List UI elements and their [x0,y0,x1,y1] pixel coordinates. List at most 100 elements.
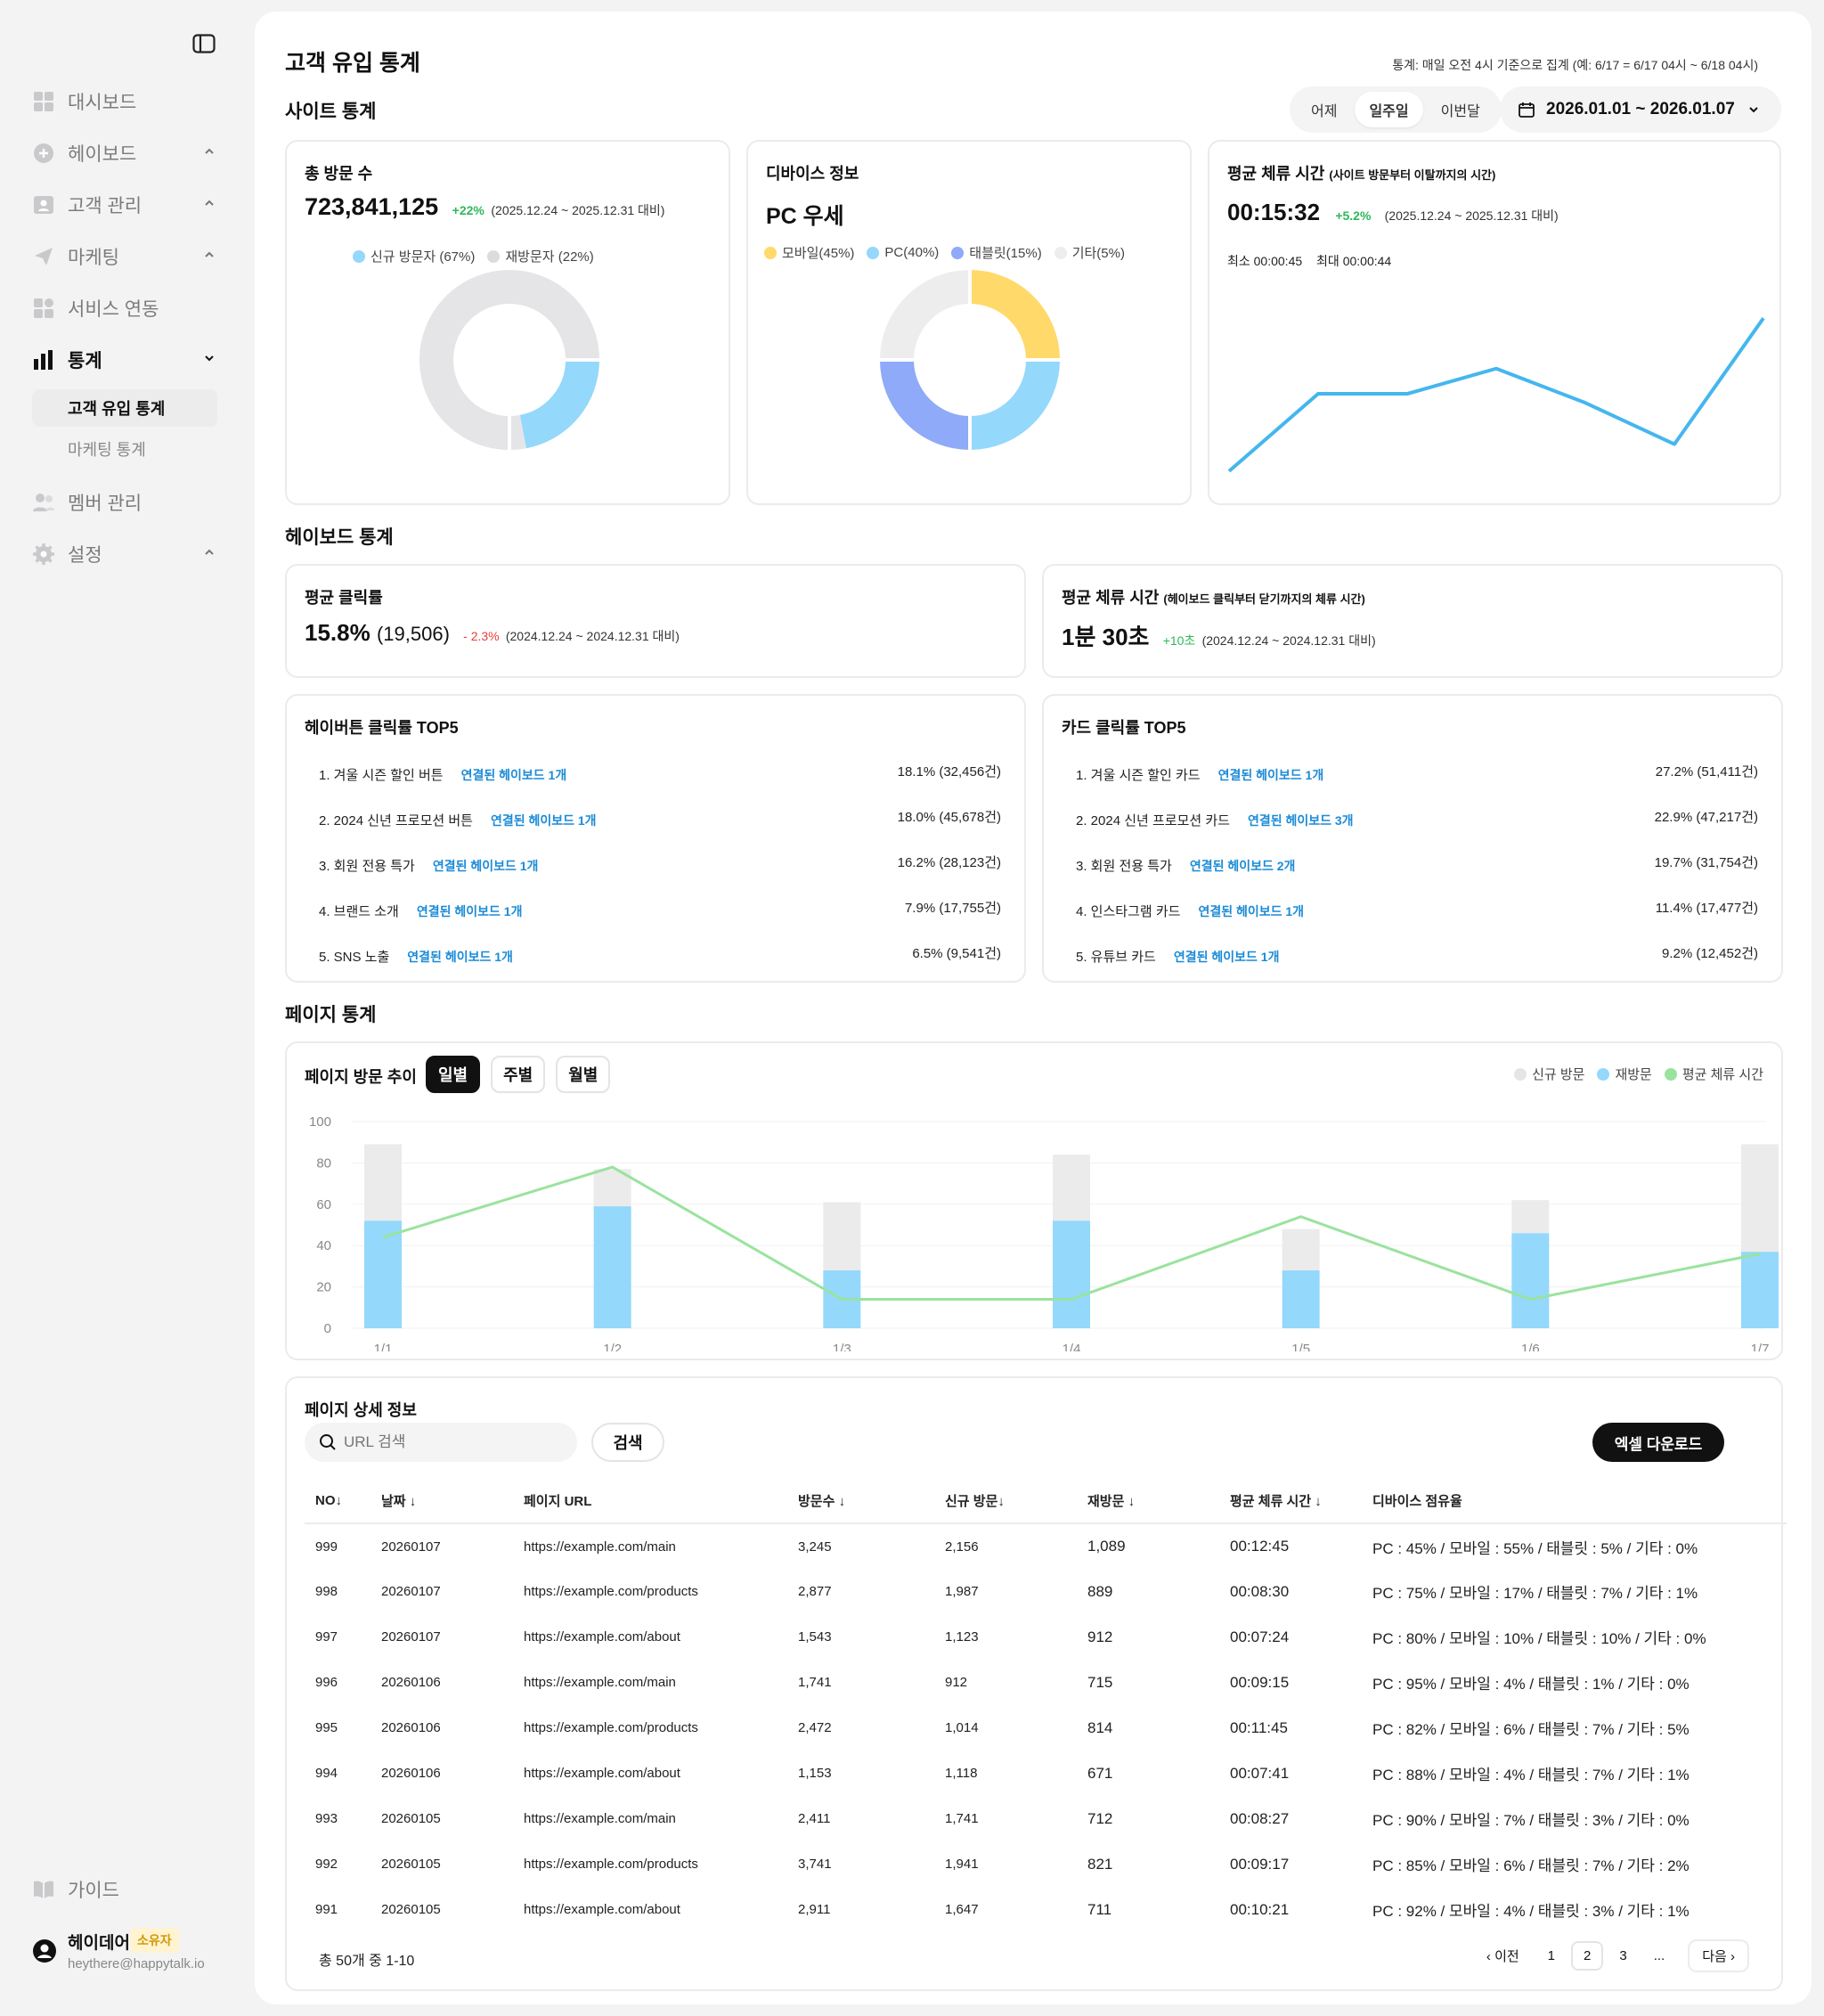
col-date[interactable]: 날짜 ↓ [381,1479,524,1524]
table-row[interactable]: 997 20260107 https://example.com/about 1,54… [305,1614,1787,1660]
sub-item-inflow-stats[interactable]: 고객 유입 통계 [32,389,217,427]
col-visits[interactable]: 방문수 ↓ [798,1479,945,1524]
chevron-down-icon[interactable] [203,352,216,364]
table-row[interactable]: 995 20260106 https://example.com/products 2… [305,1705,1787,1751]
table-row[interactable]: 999 20260107 https://example.com/main 3,245… [305,1523,1787,1569]
col-revisits[interactable]: 재방문 ↓ [1087,1479,1230,1524]
cell-avg-stay: 00:07:24 [1230,1628,1290,1645]
nav-item-guide[interactable]: 가이드 [32,1864,119,1915]
sidebar-toggle-icon[interactable] [192,34,216,53]
page-1-button[interactable]: 1 [1547,1948,1556,1963]
nav-item-integrations[interactable]: 서비스 연동 [32,282,219,334]
button-top5-title: 헤이버튼 클릭률 TOP5 [305,719,459,737]
gear-icon [33,543,54,565]
ctr-card: 평균 클릭률 15.8% (19,506) - 2.3% (2024.12.24… [285,564,1026,678]
table-row[interactable]: 994 20260106 https://example.com/about 1,15… [305,1751,1787,1796]
list-item[interactable]: 5. 유튜브 카드 연결된 헤이보드 1개 9.2% (12,452건) [1076,935,1758,980]
cell-url: https://example.com/main [524,1811,676,1826]
list-item[interactable]: 1. 겨울 시즌 할인 카드 연결된 헤이보드 1개 27.2% (51,411건) [1076,753,1758,798]
page-3-button[interactable]: 3 [1619,1948,1627,1963]
prev-page-button[interactable]: ‹ 이전 [1486,1949,1519,1964]
linked-heyboard-link[interactable]: 연결된 헤이보드 1개 [407,950,513,964]
chevron-up-icon[interactable] [203,197,216,209]
linked-heyboard-link[interactable]: 연결된 헤이보드 3개 [1247,813,1354,828]
linked-heyboard-link[interactable]: 연결된 헤이보드 1개 [416,904,523,918]
range-tab-week[interactable]: 일주일 [1355,92,1423,127]
nav-item-settings[interactable]: 설정 [32,528,219,580]
stay-time-card: 평균 체류 시간 (사이트 방문부터 이탈까지의 시간) 00:15:32 +5… [1208,140,1781,505]
cell-visits: 3,245 [798,1539,832,1555]
legend-item: 신규 방문 [1514,1065,1584,1083]
excel-download-button[interactable]: 엑셀 다운로드 [1592,1423,1724,1462]
linked-heyboard-link[interactable]: 연결된 헤이보드 1개 [1198,904,1305,918]
cell-device-share: PC : 80% / 모바일 : 10% / 태블릿 : 10% / 기타 : … [1372,1630,1706,1647]
cell-visits: 3,741 [798,1857,832,1872]
col-new-visits[interactable]: 신규 방문↓ [945,1479,1087,1524]
page-trend-chart: 100 80 60 40 20 0 1/1 1/2 1/3 1/4 1/5 1/6 1/7 [309,1114,1779,1351]
list-item[interactable]: 4. 브랜드 소개 연결된 헤이보드 1개 7.9% (17,755건) [319,889,1001,935]
range-tab-month[interactable]: 이번달 [1440,104,1480,119]
range-tab-yesterday[interactable]: 어제 [1311,104,1338,119]
date-range-picker[interactable]: 2026.01.01 ~ 2026.01.07 [1500,86,1781,133]
tab-daily[interactable]: 일별 [426,1056,481,1093]
search-button[interactable]: 검색 [591,1423,664,1462]
cell-revisits: 671 [1087,1764,1113,1782]
col-device-share: 디바이스 점유율 [1372,1479,1787,1524]
next-page-button[interactable]: 다음 › [1688,1939,1749,1972]
cell-url: https://example.com/about [524,1766,680,1781]
cell-no: 992 [315,1857,338,1872]
device-value: PC 우세 [766,204,844,229]
cell-device-share: PC : 82% / 모바일 : 6% / 태블릿 : 7% / 기타 : 5% [1372,1721,1690,1738]
chevron-up-icon[interactable] [203,249,216,261]
list-item[interactable]: 5. SNS 노출 연결된 헤이보드 1개 6.5% (9,541건) [319,935,1001,980]
next-label: 다음 [1702,1949,1727,1964]
stay-title-note: (사이트 방문부터 이탈까지의 시간) [1329,168,1496,182]
cell-avg-stay: 00:08:27 [1230,1809,1290,1827]
table-row[interactable]: 998 20260107 https://example.com/products 2… [305,1569,1787,1614]
linked-heyboard-link[interactable]: 연결된 헤이보드 1개 [1217,768,1324,782]
item-value: 18.1% (32,456건) [897,764,1001,779]
table-row[interactable]: 993 20260105 https://example.com/main 2,411… [305,1796,1787,1841]
nav-item-marketing[interactable]: 마케팅 [32,231,219,282]
nav-item-statistics[interactable]: 통계 [32,334,219,386]
user-profile[interactable]: 헤이데어 소유자 heythere@happytalk.io [32,1926,237,1976]
cell-no: 991 [315,1902,338,1917]
linked-heyboard-link[interactable]: 연결된 헤이보드 1개 [432,859,539,873]
tab-weekly[interactable]: 주별 [491,1056,546,1093]
sub-item-marketing-stats[interactable]: 마케팅 통계 [68,441,146,459]
nav-item-members[interactable]: 멤버 관리 [32,477,219,528]
list-item[interactable]: 2. 2024 신년 프로모션 버튼 연결된 헤이보드 1개 18.0% (45,6… [319,798,1001,844]
url-search-input[interactable] [344,1433,558,1451]
col-no[interactable]: NO↓ [305,1479,381,1524]
list-item[interactable]: 3. 회원 전용 특가 연결된 헤이보드 2개 19.7% (31,754건) [1076,844,1758,889]
page-ellipsis: ... [1653,1948,1665,1963]
list-item[interactable]: 4. 인스타그램 카드 연결된 헤이보드 1개 11.4% (17,477건) [1076,889,1758,935]
list-item[interactable]: 1. 겨울 시즌 할인 버튼 연결된 헤이보드 1개 18.1% (32,456건) [319,753,1001,798]
item-name: 4. 인스타그램 카드 [1076,904,1181,919]
col-avg-stay[interactable]: 평균 체류 시간 ↓ [1230,1479,1372,1524]
page-2-button[interactable]: 2 [1571,1941,1604,1971]
list-item[interactable]: 3. 회원 전용 특가 연결된 헤이보드 1개 16.2% (28,123건) [319,844,1001,889]
cell-date: 20260105 [381,1857,441,1872]
cell-avg-stay: 00:12:45 [1230,1538,1290,1555]
linked-heyboard-link[interactable]: 연결된 헤이보드 1개 [460,768,567,782]
tab-monthly[interactable]: 월별 [556,1056,611,1093]
table-row[interactable]: 996 20260106 https://example.com/main 1,741… [305,1660,1787,1705]
linked-heyboard-link[interactable]: 연결된 헤이보드 1개 [1173,950,1280,964]
heyboard-stay-title: 평균 체류 시간 [1062,589,1160,607]
table-row[interactable]: 992 20260105 https://example.com/products 3… [305,1841,1787,1887]
table-row[interactable]: 991 20260105 https://example.com/about 2,91… [305,1887,1787,1932]
search-icon [320,1434,336,1450]
chevron-up-icon[interactable] [203,546,216,559]
pc-slice [969,359,1060,450]
nav-item-dashboard[interactable]: 대시보드 [32,76,219,127]
bar-revisit [1282,1270,1320,1328]
cell-url: https://example.com/products [524,1857,698,1872]
linked-heyboard-link[interactable]: 연결된 헤이보드 2개 [1189,859,1296,873]
chevron-up-icon[interactable] [203,145,216,158]
cell-device-share: PC : 90% / 모바일 : 7% / 태블릿 : 3% / 기타 : 0% [1372,1812,1690,1829]
linked-heyboard-link[interactable]: 연결된 헤이보드 1개 [490,813,597,828]
nav-item-customers[interactable]: 고객 관리 [32,179,219,231]
list-item[interactable]: 2. 2024 신년 프로모션 카드 연결된 헤이보드 3개 22.9% (47,2… [1076,798,1758,844]
nav-item-heyboard[interactable]: 헤이보드 [32,127,219,179]
